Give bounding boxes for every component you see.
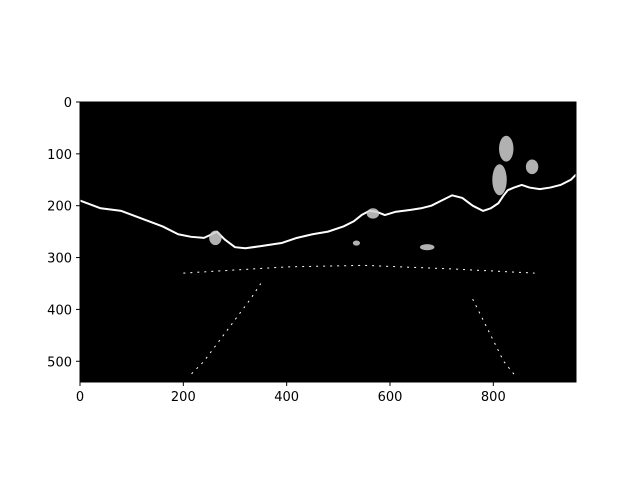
y-tick-label: 400 xyxy=(47,303,72,318)
tree-right-small xyxy=(525,159,539,175)
tree-center xyxy=(366,208,380,219)
tree-right-top xyxy=(499,135,514,162)
x-axis: 0 200 400 600 800 xyxy=(76,382,506,405)
tree-right-mid xyxy=(492,164,507,196)
x-tick-label: 200 xyxy=(171,390,196,405)
x-tick-label: 600 xyxy=(378,390,403,405)
sign-left xyxy=(352,240,361,246)
image-plot-area xyxy=(80,102,576,382)
x-tick-label: 400 xyxy=(274,390,299,405)
y-axis: 0 100 200 300 400 500 xyxy=(47,96,80,370)
y-tick-label: 100 xyxy=(47,148,72,163)
x-tick-label: 800 xyxy=(481,390,506,405)
plot-frame xyxy=(79,101,577,383)
lane-line-right xyxy=(472,298,515,375)
lane-line-left xyxy=(188,283,262,378)
y-tick-label: 500 xyxy=(47,355,72,370)
sign-right xyxy=(419,244,435,251)
tree-left xyxy=(209,230,222,246)
image-marks xyxy=(79,135,577,378)
y-tick-label: 0 xyxy=(64,96,72,111)
y-tick-label: 300 xyxy=(47,252,72,267)
x-tick-label: 0 xyxy=(76,390,84,405)
y-tick-label: 200 xyxy=(47,200,72,215)
